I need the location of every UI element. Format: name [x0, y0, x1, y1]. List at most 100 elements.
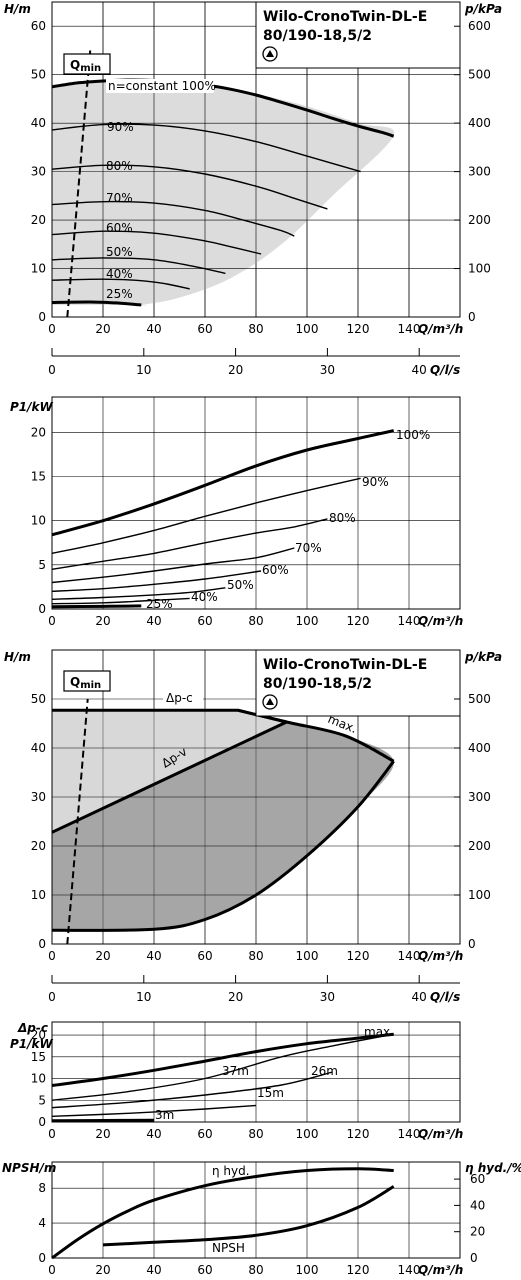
series-line-4: [51, 230, 262, 255]
x-tick-label: 20: [95, 322, 110, 336]
x-tick-label: 120: [347, 1263, 370, 1277]
x-tick-label: 80: [248, 1263, 263, 1277]
series-label-1: 37m: [222, 1064, 249, 1078]
series-line-3: [51, 547, 295, 584]
qmin-box: [63, 670, 111, 692]
x-tick-label: 0: [48, 1127, 56, 1141]
x-tick-label: 20: [95, 1263, 110, 1277]
y2-tick-label: 500: [468, 68, 491, 82]
series-line-3: [51, 1104, 257, 1117]
series-label-0: 100%: [396, 428, 430, 442]
y2-tick-label: 400: [468, 741, 491, 755]
y-tick-label: 30: [31, 790, 46, 804]
y2-tick-label: 500: [468, 692, 491, 706]
series-label-4: 60%: [106, 221, 133, 235]
series-label-bg-0: [106, 79, 214, 93]
y-tick-label: 0: [38, 1251, 46, 1265]
control-line-3: [51, 760, 395, 932]
x-tick-label: 140: [398, 1263, 421, 1277]
series-label-2: 26m: [311, 1064, 338, 1078]
x-tick-label: 80: [248, 949, 263, 963]
qmin-line: [66, 50, 92, 318]
x-tick-label: 140: [398, 949, 421, 963]
series-line-1: [51, 1033, 394, 1101]
series-label-4: 60%: [262, 563, 289, 577]
y-tick-label: 0: [38, 1115, 46, 1129]
series-line-6: [51, 597, 190, 605]
y2-axis-label: p/kPa: [464, 2, 502, 16]
x-axis-label: Q/m³/h: [418, 614, 463, 628]
x-tick-label: 100: [296, 614, 319, 628]
x-tick-label: 0: [48, 1263, 56, 1277]
header-title: Wilo-CronoTwin-DL-E: [263, 657, 427, 673]
x-tick-label: 20: [95, 614, 110, 628]
y2-axis-label: η hyd./%: [465, 1161, 521, 1175]
x-tick-label: 80: [248, 1127, 263, 1141]
dpc-label: Δp-c: [166, 691, 193, 705]
y2-tick-label: 300: [468, 790, 491, 804]
y-tick-label: 0: [38, 602, 46, 616]
y2-tick-label: 0: [470, 1251, 478, 1265]
series-line-5: [51, 587, 226, 600]
y-tick-label: 10: [31, 888, 46, 902]
y-tick-label: 8: [38, 1181, 46, 1195]
series-label-4: 3m: [155, 1108, 174, 1122]
series-line-1: [51, 477, 361, 555]
y-tick-label: 10: [31, 1072, 46, 1086]
x-tick-label: 40: [146, 1127, 161, 1141]
y-tick-label: 5: [38, 558, 46, 572]
y2-tick-label: 600: [468, 19, 491, 33]
y-axis-label: P1/kW: [10, 400, 54, 414]
header-box: [255, 1, 461, 69]
series-line-2: [51, 164, 328, 210]
x2-tick-label: 40: [412, 990, 427, 1004]
x2-tick-label: 20: [228, 363, 243, 377]
y-tick-label: 10: [31, 262, 46, 276]
x-tick-label: 40: [146, 1263, 161, 1277]
x-tick-label: 100: [296, 322, 319, 336]
x-tick-label: 60: [197, 322, 212, 336]
series-line-3: [51, 200, 295, 237]
series-line-1: [102, 1185, 395, 1247]
series-line-1: [51, 123, 361, 173]
x2-tick-label: 10: [136, 990, 151, 1004]
y-tick-label: 4: [38, 1216, 46, 1230]
y-tick-label: 20: [31, 425, 46, 439]
series-label-3: 15m: [257, 1086, 284, 1100]
series-label-0: n=constant 100%: [108, 79, 216, 93]
y-tick-label: 20: [31, 839, 46, 853]
x2-tick-label: 10: [136, 363, 151, 377]
y-tick-label: 5: [38, 1093, 46, 1107]
wilo-logo-triangle: [266, 50, 274, 57]
series-line-7: [51, 604, 142, 609]
series-label-5: 50%: [227, 578, 254, 592]
series-label-0: η hyd.: [212, 1164, 250, 1178]
x-tick-label: 40: [146, 614, 161, 628]
x-tick-label: 120: [347, 1127, 370, 1141]
y-tick-label: 15: [31, 470, 46, 484]
x2-tick-label: 0: [48, 990, 56, 1004]
x-tick-label: 80: [248, 322, 263, 336]
plot-border: [51, 1161, 461, 1259]
series-line-5: [51, 257, 226, 275]
y-axis-label: H/m: [4, 650, 31, 664]
x-tick-label: 120: [347, 949, 370, 963]
x-tick-label: 100: [296, 1127, 319, 1141]
series-line-6: [51, 278, 190, 290]
x-tick-label: 60: [197, 1127, 212, 1141]
y2-tick-label: 100: [468, 888, 491, 902]
x-tick-label: 60: [197, 949, 212, 963]
x2-tick-label: 40: [412, 363, 427, 377]
x-tick-label: 100: [296, 949, 319, 963]
y-tick-label: 10: [31, 514, 46, 528]
x-axis-label: Q/m³/h: [418, 949, 463, 963]
operating-area: [52, 81, 395, 306]
x-tick-label: 40: [146, 949, 161, 963]
series-line-0: [51, 1167, 394, 1260]
series-label-1: NPSH: [212, 1241, 245, 1255]
series-label-3: 70%: [295, 541, 322, 555]
series-line-4: [51, 570, 262, 592]
x-axis-label: Q/m³/h: [418, 1263, 463, 1277]
y-tick-label: 50: [31, 692, 46, 706]
